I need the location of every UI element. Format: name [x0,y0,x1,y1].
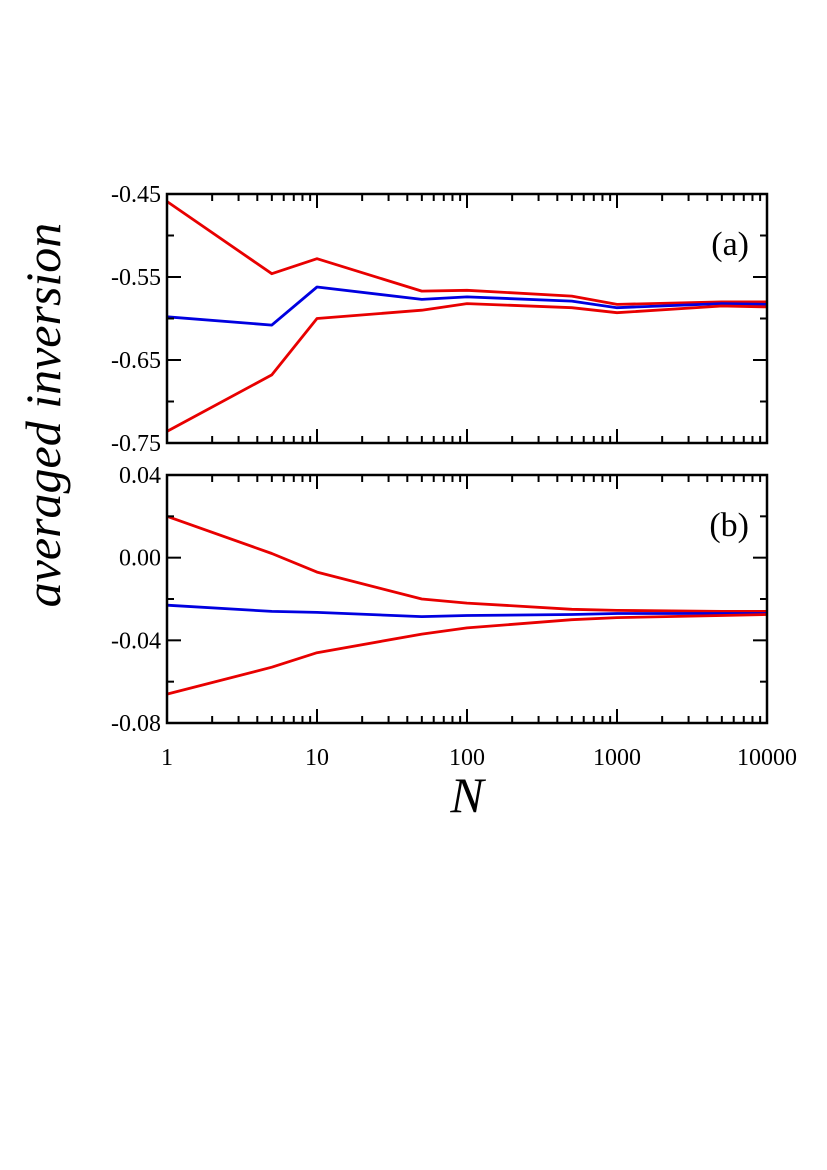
y-tick-label: -0.45 [111,182,161,208]
series-line-2 [166,613,768,696]
x-tick-label: 1000 [593,745,641,771]
series-line-2 [166,302,768,433]
y-tick-label: -0.55 [111,265,161,291]
panel-label: (a) [711,226,749,263]
y-tick-label: -0.75 [111,431,161,457]
y-tick-label: -0.04 [111,628,161,654]
y-axis-title: averaged inversion [15,223,71,608]
y-tick-label: -0.08 [111,711,161,737]
series-line-0 [166,514,767,613]
panel-label: (b) [709,507,749,544]
series-line-1 [166,603,767,618]
x-tick-label: 10000 [737,745,797,771]
y-tick-label: 0.04 [119,463,161,489]
y-tick-label: 0.00 [119,546,161,572]
panel-0: -0.45 -0.55 -0.65 -0.75 (a) [111,182,769,457]
y-tick-label: -0.65 [111,348,161,374]
series-line-1 [166,285,768,327]
plot-frame [165,192,769,445]
x-axis-title: N [449,767,486,823]
x-tick-label: 100 [449,745,485,771]
x-tick-label: 10 [305,745,329,771]
x-tick-label: 1 [161,745,173,771]
plot-frame [165,473,769,725]
panel-1: 0.04 0.00 -0.04 -0.08 (b) 1 10 100 1000 10000 [111,463,797,771]
chart-panels: -0.45 -0.55 -0.65 -0.75 (a) 0.04 0.00 -0.04 -0.0… [111,182,797,771]
series-line-0 [166,200,767,306]
